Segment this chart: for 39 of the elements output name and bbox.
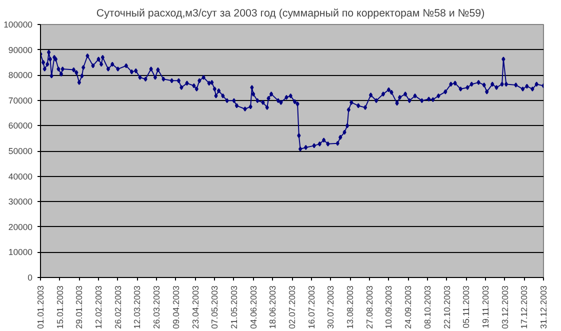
x-tick-label: 16.07.2003 (306, 285, 316, 329)
x-tick-label: 01.01.2003 (36, 285, 46, 329)
x-tick-label: 05.11.2003 (461, 285, 472, 328)
y-tick-label: 70000 (8, 95, 33, 106)
y-tick-label: 90000 (8, 44, 33, 55)
y-tick-label: 60000 (8, 120, 33, 131)
x-tick-label: 13.08.2003 (345, 285, 356, 329)
y-tick-label: 30000 (8, 196, 33, 207)
x-tick-label: 30.07.2003 (326, 285, 336, 329)
x-tick-label: 19.11.2003 (480, 285, 490, 328)
chart-title: Суточный расход,м3/сут за 2003 год (суммарный по корректорам №58 и №59) (96, 8, 485, 20)
y-tick-label: 80000 (8, 70, 33, 80)
x-tick-label: 12.02.2003 (94, 285, 104, 329)
y-tick-label: 50000 (8, 146, 33, 156)
y-tick-label: 100000 (4, 20, 33, 30)
x-tick-label: 26.02.2003 (112, 285, 123, 329)
x-tick-label: 09.04.2003 (170, 285, 181, 329)
x-tick-label: 27.08.2003 (364, 285, 374, 329)
x-tick-label: 04.06.2003 (248, 285, 258, 329)
x-tick-label: 17.12.2003 (519, 285, 530, 329)
x-tick-label: 22.10.2003 (442, 285, 452, 329)
x-tick-label: 18.06.2003 (268, 285, 278, 329)
y-tick-label: 10000 (8, 247, 33, 258)
x-tick-label: 08.10.2003 (422, 285, 432, 329)
y-tick-label: 20000 (8, 222, 33, 232)
x-tick-label: 10.09.2003 (384, 285, 394, 329)
x-tick-label: 31.12.2003 (538, 285, 548, 329)
x-tick-label: 03.12.2003 (500, 285, 510, 329)
y-tick-label: 0 (28, 272, 33, 282)
x-tick-label: 15.01.2003 (54, 285, 65, 329)
x-tick-label: 29.01.2003 (74, 285, 84, 329)
x-tick-label: 07.05.2003 (210, 285, 220, 329)
x-tick-label: 26.03.2003 (152, 285, 162, 329)
x-tick-label: 02.07.2003 (287, 285, 297, 329)
x-tick-label: 12.03.2003 (132, 285, 142, 329)
y-tick-label: 40000 (8, 171, 33, 182)
x-tick-label: 21.05.2003 (228, 285, 239, 329)
x-tick-label: 23.04.2003 (190, 285, 200, 329)
x-tick-label: 24.09.2003 (403, 285, 414, 329)
